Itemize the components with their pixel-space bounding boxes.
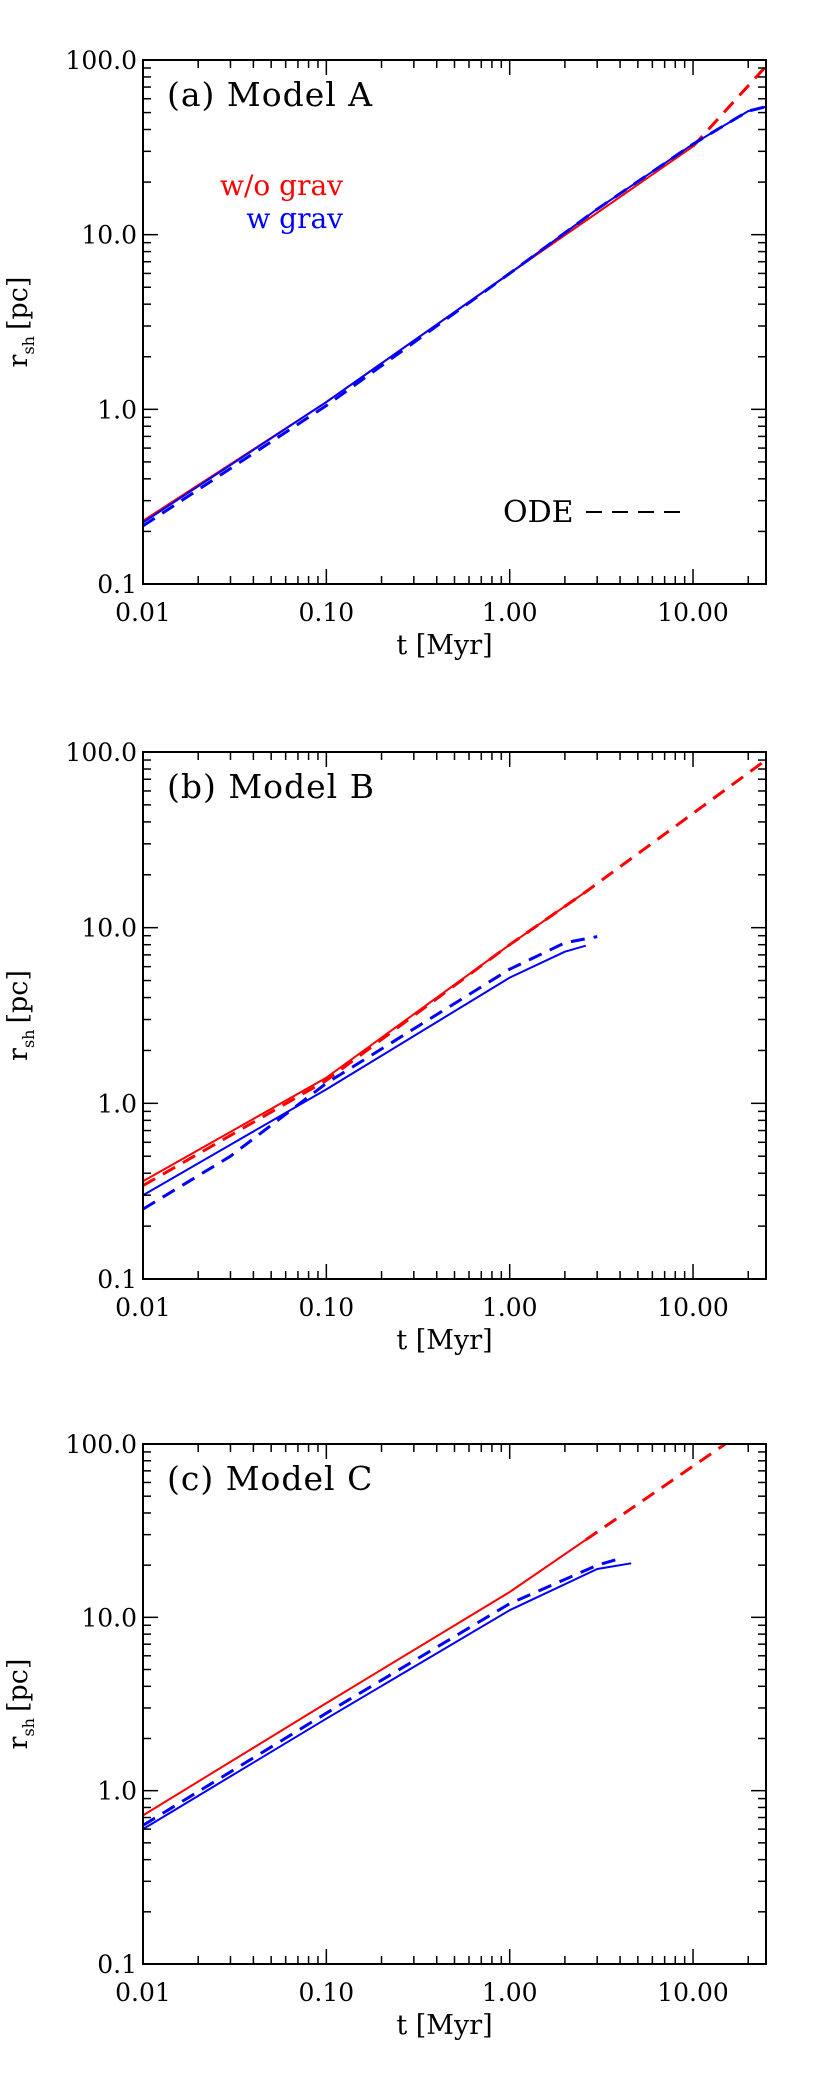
chart-1-y-axis-label-symbol: r <box>3 1048 34 1061</box>
chart-2-x-tick-label: 0.01 <box>115 1978 171 2007</box>
plot-model-c: 0.01 0.10 1.00 10.00 0.1 1.0 10.0 100.0 t [Myr] r… <box>3 1430 767 2041</box>
chart-0-y-tick-label: 0.1 <box>97 570 137 599</box>
chart-0-x-tick-label: 1.00 <box>482 598 538 627</box>
chart-1-series-2-blue-solid <box>142 944 587 1197</box>
chart-1-series-3-blue-dashed <box>142 935 598 1211</box>
chart-2-y-axis-label-subscript: sh <box>19 1718 38 1737</box>
chart-0-y-tick-label: 10.0 <box>81 221 137 250</box>
chart-0-y-tick-label: 100.0 <box>65 46 137 75</box>
chart-0-legend-entry-with-grav: w grav <box>246 202 343 235</box>
chart-1-y-axis-label: rsh [pc] <box>3 970 38 1061</box>
chart-1-y-tick-label: 0.1 <box>97 1265 137 1294</box>
chart-0-x-tick-label: 0.01 <box>115 598 171 627</box>
chart-2-series-2-blue-solid <box>142 1562 632 1830</box>
chart-2-x-tick-label: 1.00 <box>482 1978 538 2007</box>
chart-0-series-1-red-dashed <box>691 65 768 148</box>
chart-2-series-0-red-solid <box>142 1538 587 1817</box>
chart-2-series-1-red-dashed <box>584 1442 727 1542</box>
chart-1-x-tick-label: 0.01 <box>115 1293 171 1322</box>
plot-model-b: 0.01 0.10 1.00 10.00 0.1 1.0 10.0 100.0 t [Myr] r… <box>3 738 767 1356</box>
chart-0-x-tick-label: 0.10 <box>299 598 355 627</box>
chart-1-series-1-red-dashed <box>142 758 767 1187</box>
chart-1-y-tick-label: 1.0 <box>97 1089 137 1118</box>
chart-1-x-axis-label: t [Myr] <box>396 1325 492 1356</box>
chart-2-y-axis-label: rsh [pc] <box>3 1659 38 1750</box>
chart-1-plot-frame <box>142 751 767 1280</box>
chart-2-x-tick-label: 10.00 <box>657 1978 729 2007</box>
chart-1-x-tick-label: 10.00 <box>657 1293 729 1322</box>
chart-1-y-tick-label: 100.0 <box>65 738 137 767</box>
chart-0-series-3-blue-dashed <box>142 105 767 528</box>
chart-0-ode-label: ODE <box>503 495 574 530</box>
chart-2-x-axis-label: t [Myr] <box>396 2010 492 2041</box>
chart-2-y-axis-label-unit: [pc] <box>3 1659 34 1712</box>
chart-0-x-tick-label: 10.00 <box>657 598 729 627</box>
chart-1-series-0-red-solid <box>142 890 587 1183</box>
chart-0-plot-frame <box>142 59 767 585</box>
chart-0-x-axis-label: t [Myr] <box>396 630 492 661</box>
chart-0-y-axis-label-subscript: sh <box>19 336 38 355</box>
chart-2-y-tick-label: 1.0 <box>97 1777 137 1806</box>
chart-1-panel-title: (b) Model B <box>167 767 375 806</box>
chart-1-y-tick-label: 10.0 <box>81 914 137 943</box>
chart-2-x-tick-label: 0.10 <box>299 1978 355 2007</box>
chart-2-series-3-blue-dashed <box>142 1558 617 1827</box>
chart-2-y-tick-label: 100.0 <box>65 1430 137 1459</box>
chart-2-plot-frame <box>142 1443 767 1965</box>
chart-1-x-tick-label: 1.00 <box>482 1293 538 1322</box>
chart-0-y-axis-label-unit: [pc] <box>3 277 34 330</box>
chart-2-y-tick-label: 0.1 <box>97 1950 137 1979</box>
chart-0-y-axis-label: rsh [pc] <box>3 277 38 368</box>
chart-0-series-0-red-solid <box>142 145 694 522</box>
chart-1-y-axis-label-subscript: sh <box>19 1030 38 1049</box>
chart-0-legend-entry-without-grav: w/o grav <box>220 169 343 202</box>
plot-model-a: 0.01 0.10 1.00 10.00 0.1 1.0 10.0 100.0 t [Myr] r… <box>3 46 768 661</box>
chart-0-y-tick-label: 1.0 <box>97 395 137 424</box>
chart-0-y-axis-label-symbol: r <box>3 354 34 367</box>
chart-2-y-tick-label: 10.0 <box>81 1603 137 1632</box>
chart-2-panel-title: (c) Model C <box>167 1459 373 1498</box>
chart-2-y-axis-label-symbol: r <box>3 1736 34 1749</box>
chart-1-y-axis-label-unit: [pc] <box>3 970 34 1023</box>
chart-0-panel-title: (a) Model A <box>167 75 373 114</box>
chart-1-x-tick-label: 0.10 <box>299 1293 355 1322</box>
